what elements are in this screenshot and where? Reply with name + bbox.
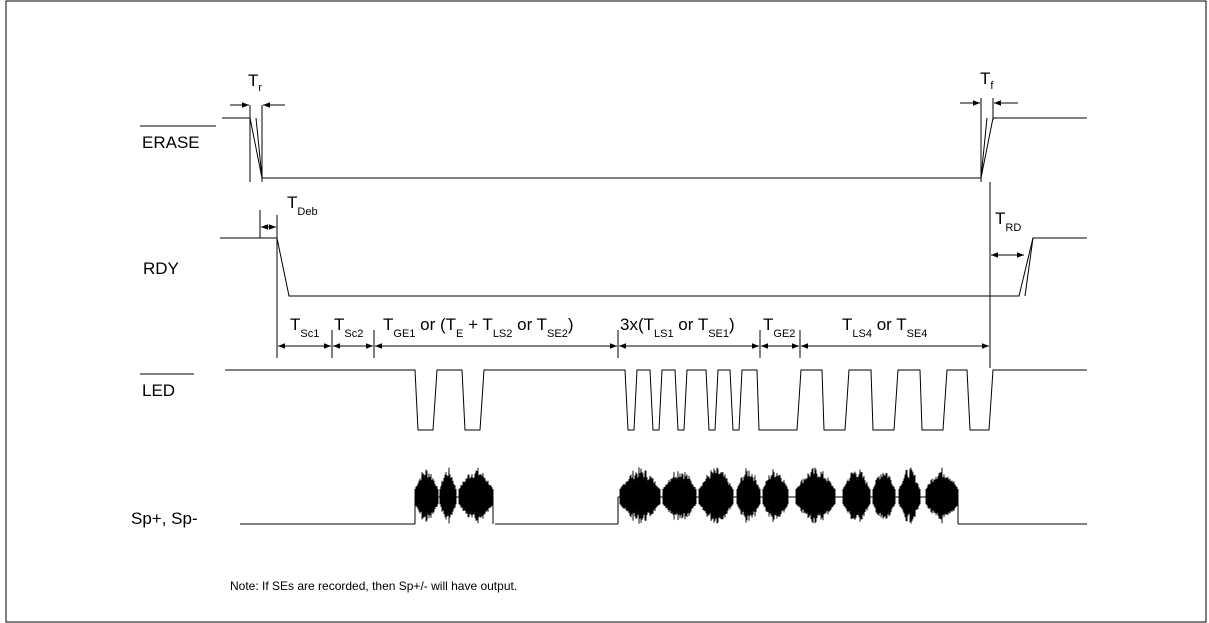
trd-label: TRD: [995, 209, 1021, 234]
sp-noise-burst: [619, 467, 661, 524]
led-waveform: [225, 369, 1087, 431]
sp-noise-burst: [842, 469, 871, 522]
sp-noise-burst: [898, 467, 921, 524]
rdy-rise-edge: [1024, 237, 1034, 297]
tls1-label: 3x(TLS1 or TSE1): [620, 315, 735, 340]
sp-noise-burst: [662, 471, 697, 521]
erase-waveform: [222, 117, 1087, 179]
rdy-waveform: [220, 237, 1087, 297]
led-signal-label: LED: [142, 381, 175, 400]
sp-signal-label: Sp+, Sp-: [131, 509, 198, 528]
sp-noise-burst: [414, 469, 439, 522]
sp-noise-burst: [762, 469, 789, 523]
tsc1-label: TSc1: [290, 315, 319, 340]
erase-signal-label: ERASE: [142, 133, 200, 152]
sp-noise-bursts: [414, 467, 959, 524]
sp-noise-burst: [458, 467, 494, 524]
tr-label: Tr: [248, 71, 262, 94]
erase-rise-edge: [255, 117, 263, 179]
erase-fall-edge: [980, 117, 988, 179]
sp-noise-burst: [439, 467, 457, 524]
tge2-label: TGE2: [763, 315, 795, 340]
tge1-label: TGE1 or (TE + TLS2 or TSE2): [383, 315, 574, 340]
tsc2-label: TSc2: [334, 315, 363, 340]
footnote: Note: If SEs are recorded, then Sp+/- wi…: [230, 579, 517, 593]
sp-noise-burst: [795, 467, 836, 524]
tls4-label: TLS4 or TSE4: [842, 315, 927, 340]
sp-noise-burst: [872, 472, 896, 519]
diagram-border: [5, 0, 1207, 623]
tf-label: Tf: [980, 69, 994, 92]
sp-noise-burst: [925, 467, 959, 524]
tdeb-label: TDeb: [287, 193, 318, 218]
sp-noise-burst: [698, 467, 734, 524]
sp-noise-burst: [736, 468, 761, 523]
rdy-signal-label: RDY: [143, 259, 179, 278]
